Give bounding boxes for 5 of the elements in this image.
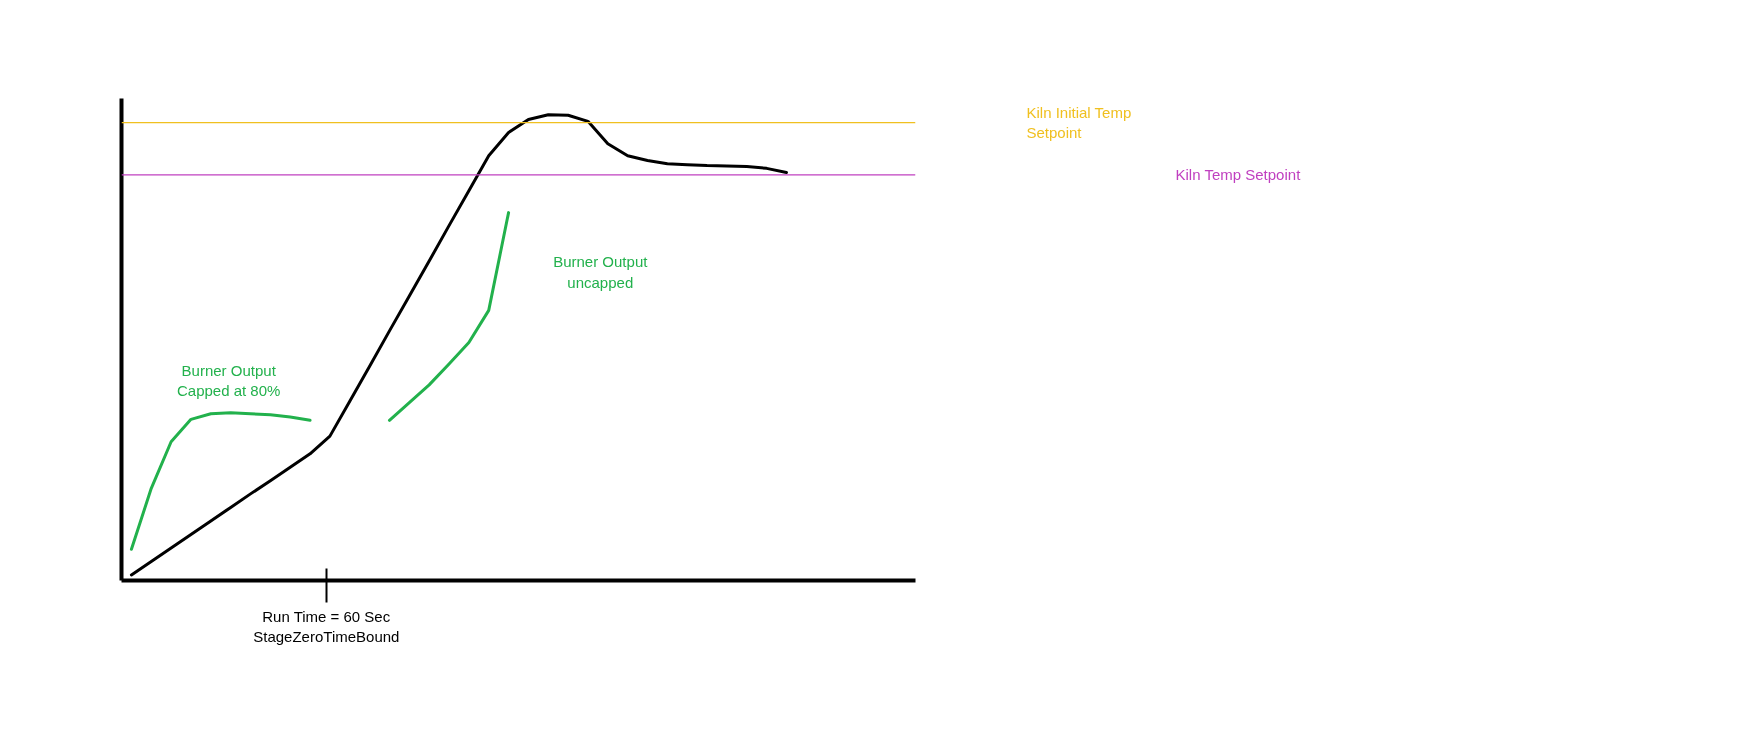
- annotation: Burner Output uncapped: [553, 253, 649, 291]
- ref-line-label: Kiln Temp Setpoint: [1175, 166, 1302, 184]
- text: Run Time = 60 Sec StageZeroTimeBound: [253, 607, 400, 645]
- annotation: Burner Output Capped at 80%: [176, 361, 281, 400]
- ref-line-label: Kiln Initial Temp Setpoint: [1026, 104, 1132, 142]
